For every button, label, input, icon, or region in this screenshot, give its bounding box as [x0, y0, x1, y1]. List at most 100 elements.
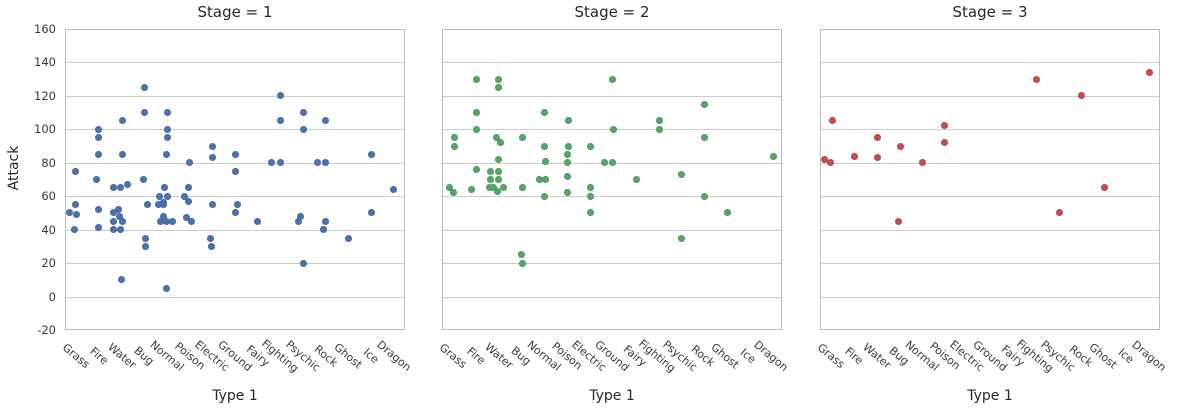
y-tick-label: -20 [37, 323, 56, 337]
data-point [518, 184, 526, 192]
data-point [139, 176, 147, 183]
gridline [443, 229, 781, 231]
data-point [117, 226, 125, 234]
data-point [473, 109, 481, 117]
data-point [897, 142, 905, 150]
data-point [233, 201, 241, 209]
data-point [156, 217, 164, 225]
data-point [518, 259, 526, 267]
data-point [827, 159, 835, 167]
data-point [117, 184, 125, 192]
data-point [492, 134, 500, 142]
data-point [163, 150, 171, 158]
x-tick-label: Grass [60, 340, 93, 372]
data-point [489, 184, 497, 192]
x-axis-title: Type 1 [967, 388, 1013, 404]
data-point [313, 159, 321, 167]
data-point [700, 192, 708, 200]
data-point [851, 152, 859, 160]
data-point [110, 209, 118, 217]
data-point [518, 251, 526, 259]
data-point [472, 165, 480, 173]
data-point [344, 234, 352, 242]
x-axis-title: Type 1 [212, 388, 258, 404]
data-point [564, 117, 572, 125]
y-tick-label: 0 [48, 289, 56, 304]
data-point [183, 214, 191, 222]
data-point [118, 276, 126, 284]
data-point [71, 226, 79, 234]
data-point [1101, 184, 1109, 192]
data-point [494, 187, 502, 195]
data-point [496, 139, 504, 147]
data-point [161, 184, 168, 192]
data-point [500, 184, 508, 192]
data-point [115, 206, 123, 214]
x-axis-title: Type 1 [589, 388, 635, 404]
data-point [586, 209, 594, 217]
data-point [187, 217, 195, 225]
data-point [535, 176, 543, 183]
data-point [123, 181, 131, 189]
data-point [632, 176, 640, 183]
y-tick-label: 120 [34, 88, 56, 103]
data-point [299, 109, 307, 117]
data-point [564, 150, 572, 158]
gridline [821, 95, 1159, 97]
facet-plot-stage-1 [65, 29, 405, 330]
data-point [450, 134, 458, 142]
data-point [299, 125, 307, 133]
data-point [586, 184, 594, 192]
data-point [941, 122, 949, 130]
data-point [296, 212, 304, 220]
data-point [156, 192, 164, 200]
data-point [207, 242, 215, 250]
data-point [169, 217, 177, 225]
data-point [601, 159, 609, 167]
data-point [294, 217, 302, 225]
data-point [609, 75, 617, 83]
data-point [495, 84, 503, 92]
data-point [586, 192, 594, 200]
data-point [208, 154, 216, 162]
data-point [495, 167, 503, 175]
data-point [93, 176, 101, 183]
data-point [322, 217, 330, 225]
data-point [185, 184, 193, 192]
data-point [299, 259, 307, 267]
gridline [821, 263, 1159, 265]
data-point [94, 224, 102, 232]
data-point [109, 226, 117, 234]
data-point [116, 212, 124, 220]
facet-title-stage-3: Stage = 3 [952, 3, 1028, 21]
data-point [110, 184, 118, 192]
gridline [821, 229, 1159, 231]
data-point [73, 211, 81, 219]
data-point [322, 159, 330, 167]
gridline [443, 263, 781, 265]
data-point [1146, 68, 1154, 76]
data-point [770, 152, 778, 160]
gridline [443, 296, 781, 298]
gridline [821, 296, 1159, 298]
data-point [159, 201, 167, 209]
data-point [163, 217, 171, 225]
data-point [276, 92, 284, 100]
data-point [1056, 209, 1064, 217]
data-point [541, 157, 549, 165]
gridline [66, 196, 404, 198]
data-point [65, 209, 73, 217]
data-point [541, 109, 549, 117]
data-point [486, 176, 494, 183]
data-point [72, 167, 80, 175]
data-point [655, 125, 663, 133]
data-point [564, 189, 572, 197]
data-point [232, 150, 240, 158]
data-point [495, 155, 503, 163]
gridline [443, 196, 781, 198]
data-point [208, 201, 216, 209]
data-point [118, 117, 126, 125]
data-point [231, 209, 239, 217]
gridline [443, 95, 781, 97]
gridline [66, 95, 404, 97]
